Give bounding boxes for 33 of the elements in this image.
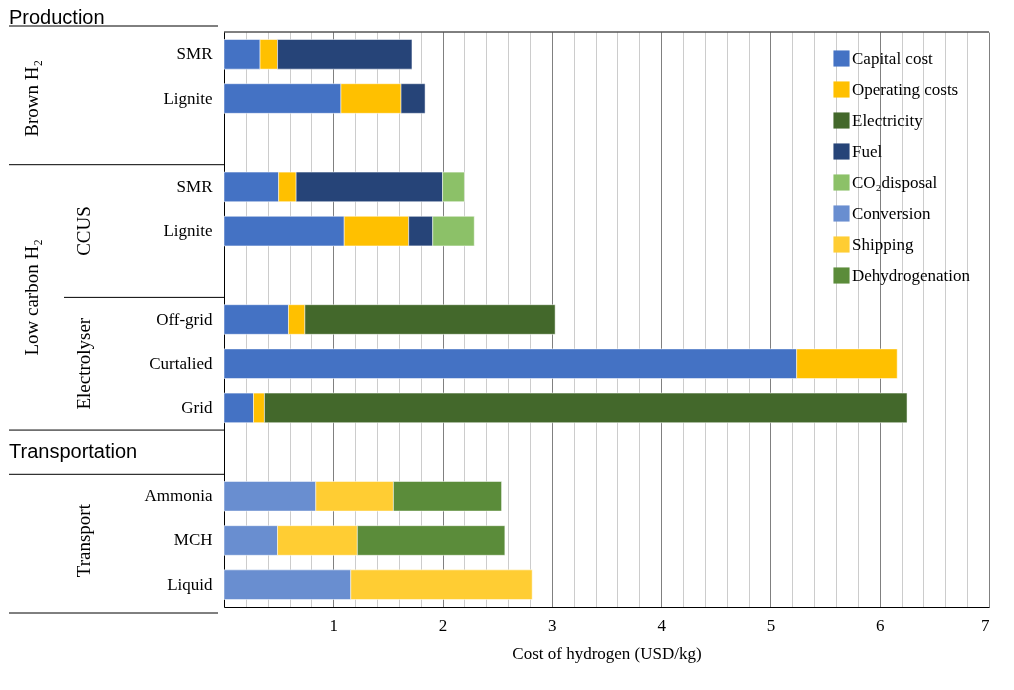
x-tick-label: 5	[766, 615, 776, 635]
legend-label: Dehydrogenation	[852, 265, 971, 285]
x-tick-label: 6	[875, 615, 885, 635]
legend-label: Operating costs	[852, 79, 959, 99]
y-tick-label: Lignite	[163, 88, 213, 108]
x-tick-label: 1	[329, 615, 339, 635]
y-tick-label: Grid	[181, 397, 213, 417]
legend-label: Conversion	[852, 203, 931, 223]
text: Transport	[73, 503, 94, 578]
text: Production	[9, 6, 105, 28]
text: Low carbon H₂	[21, 239, 42, 356]
x-tick-label: 2	[438, 615, 448, 635]
x-tick-label: 7	[981, 615, 990, 635]
legend-label: Fuel	[852, 141, 883, 161]
text: Brown H₂	[21, 59, 42, 137]
y-tick-label: Liquid	[167, 574, 213, 594]
x-axis-title: Cost of hydrogen (USD/kg)	[512, 643, 702, 663]
text: Transportation	[9, 440, 138, 463]
y-tick-label: MCH	[173, 530, 213, 550]
y-tick-label: Ammonia	[144, 486, 213, 506]
legend-label: Electricity	[852, 110, 924, 130]
x-tick-label: 4	[657, 615, 667, 635]
legend-label: Shipping	[852, 234, 914, 254]
y-tick-label: Lignite	[163, 221, 213, 241]
y-tick-label: Off-grid	[156, 309, 213, 329]
y-tick-label: SMR	[176, 176, 214, 196]
legend-label: Capital cost	[852, 48, 934, 68]
legend-label: CO₂disposal	[852, 172, 938, 192]
text: CCUS	[73, 206, 94, 256]
text: Electrolyser	[73, 317, 94, 410]
x-tick-label: 3	[548, 615, 557, 635]
y-tick-label: SMR	[176, 44, 214, 64]
y-tick-label: Curtalied	[149, 353, 213, 373]
